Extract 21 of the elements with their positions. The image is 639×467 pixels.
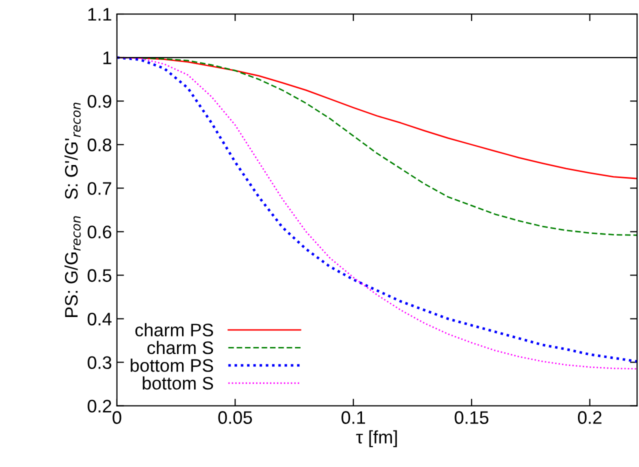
- x-tick-label: 0.15: [454, 411, 488, 424]
- y-tick-label: 0.6: [88, 226, 112, 238]
- x-axis-title: τ [fm]: [356, 430, 397, 448]
- y-tick-label: 0.2: [88, 400, 112, 413]
- y-tick-label: 0.9: [88, 95, 112, 108]
- y-tick-label: 0.4: [88, 312, 112, 326]
- y-tick-label: 1.1: [88, 8, 112, 21]
- y-tick-label: 0.7: [88, 182, 112, 195]
- y-tick-label: 1: [103, 52, 112, 64]
- x-tick-label: 0: [112, 411, 122, 424]
- text: PS: G/G$_{recon}$ S: G'/G'$_{recon}$: [64, 102, 81, 317]
- y-tick-label: 0.8: [88, 138, 112, 152]
- legend-label: charm PS: [135, 323, 214, 336]
- x-tick-label: 0.2: [578, 411, 602, 424]
- x-tick-label: 0.05: [218, 411, 252, 424]
- legend-label: bottom S: [142, 376, 214, 390]
- legend-label: bottom PS: [130, 358, 214, 372]
- x-tick-label: 0.1: [342, 411, 366, 424]
- legend-label: charm S: [147, 340, 214, 354]
- y-tick-label: 0.3: [88, 356, 112, 370]
- y-tick-label: 0.5: [88, 269, 112, 282]
